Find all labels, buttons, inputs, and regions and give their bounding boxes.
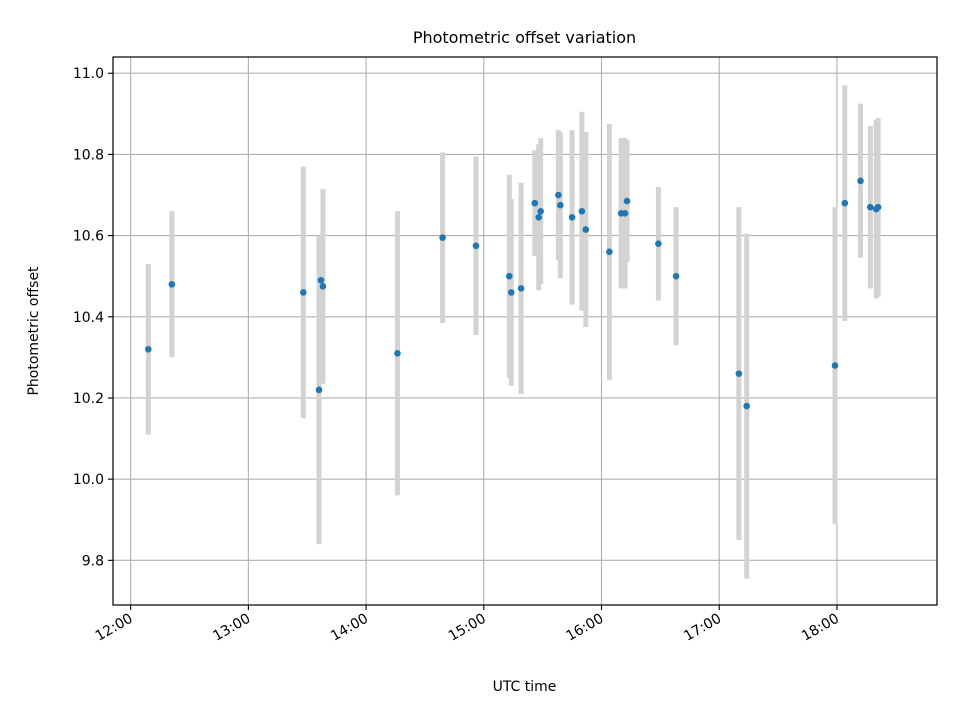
data-point <box>394 350 401 357</box>
data-point <box>743 402 750 410</box>
data-point <box>315 386 323 394</box>
y-axis-ticks: 9.8 10.0 10.2 10.4 10.6 10.8 11.0 <box>73 66 113 569</box>
data-point <box>506 272 513 280</box>
data-point <box>831 362 839 369</box>
data-point <box>317 276 325 284</box>
data-point <box>168 281 176 288</box>
data-point <box>672 272 680 280</box>
x-axis-label: UTC time <box>493 679 557 695</box>
data-point <box>655 240 662 248</box>
data-point <box>300 289 307 296</box>
y-tick-label: 10.4 <box>73 310 104 326</box>
data-point <box>866 203 874 211</box>
chart-title: Photometric offset variation <box>413 28 636 47</box>
data-point <box>319 283 327 290</box>
data-point <box>557 201 564 209</box>
data-point <box>531 199 539 207</box>
data-point <box>735 370 743 377</box>
y-tick-label: 10.6 <box>73 229 104 245</box>
data-point <box>517 285 525 292</box>
data-point <box>439 234 446 241</box>
data-point <box>582 226 590 233</box>
data-point <box>578 207 586 215</box>
data-point <box>606 248 613 256</box>
data-point <box>841 199 849 207</box>
data-point <box>857 177 864 185</box>
y-tick-label: 10.2 <box>73 391 104 407</box>
data-point <box>555 191 562 199</box>
data-point <box>537 207 544 215</box>
y-tick-label: 11.0 <box>73 66 104 82</box>
plot-frame <box>112 56 938 606</box>
grid <box>113 57 937 605</box>
y-tick-label: 10.0 <box>73 472 104 488</box>
data-point <box>145 345 152 353</box>
data-point <box>621 209 629 217</box>
data-point <box>568 214 576 221</box>
y-tick-label: 9.8 <box>82 553 104 569</box>
data-point <box>507 289 515 296</box>
data-point <box>535 214 543 221</box>
data-point <box>874 203 882 211</box>
data-point <box>623 197 631 205</box>
data-point <box>472 242 480 250</box>
y-tick-label: 10.8 <box>73 147 104 163</box>
data-points <box>145 177 882 410</box>
y-axis-label: Photometric offset <box>26 266 42 396</box>
